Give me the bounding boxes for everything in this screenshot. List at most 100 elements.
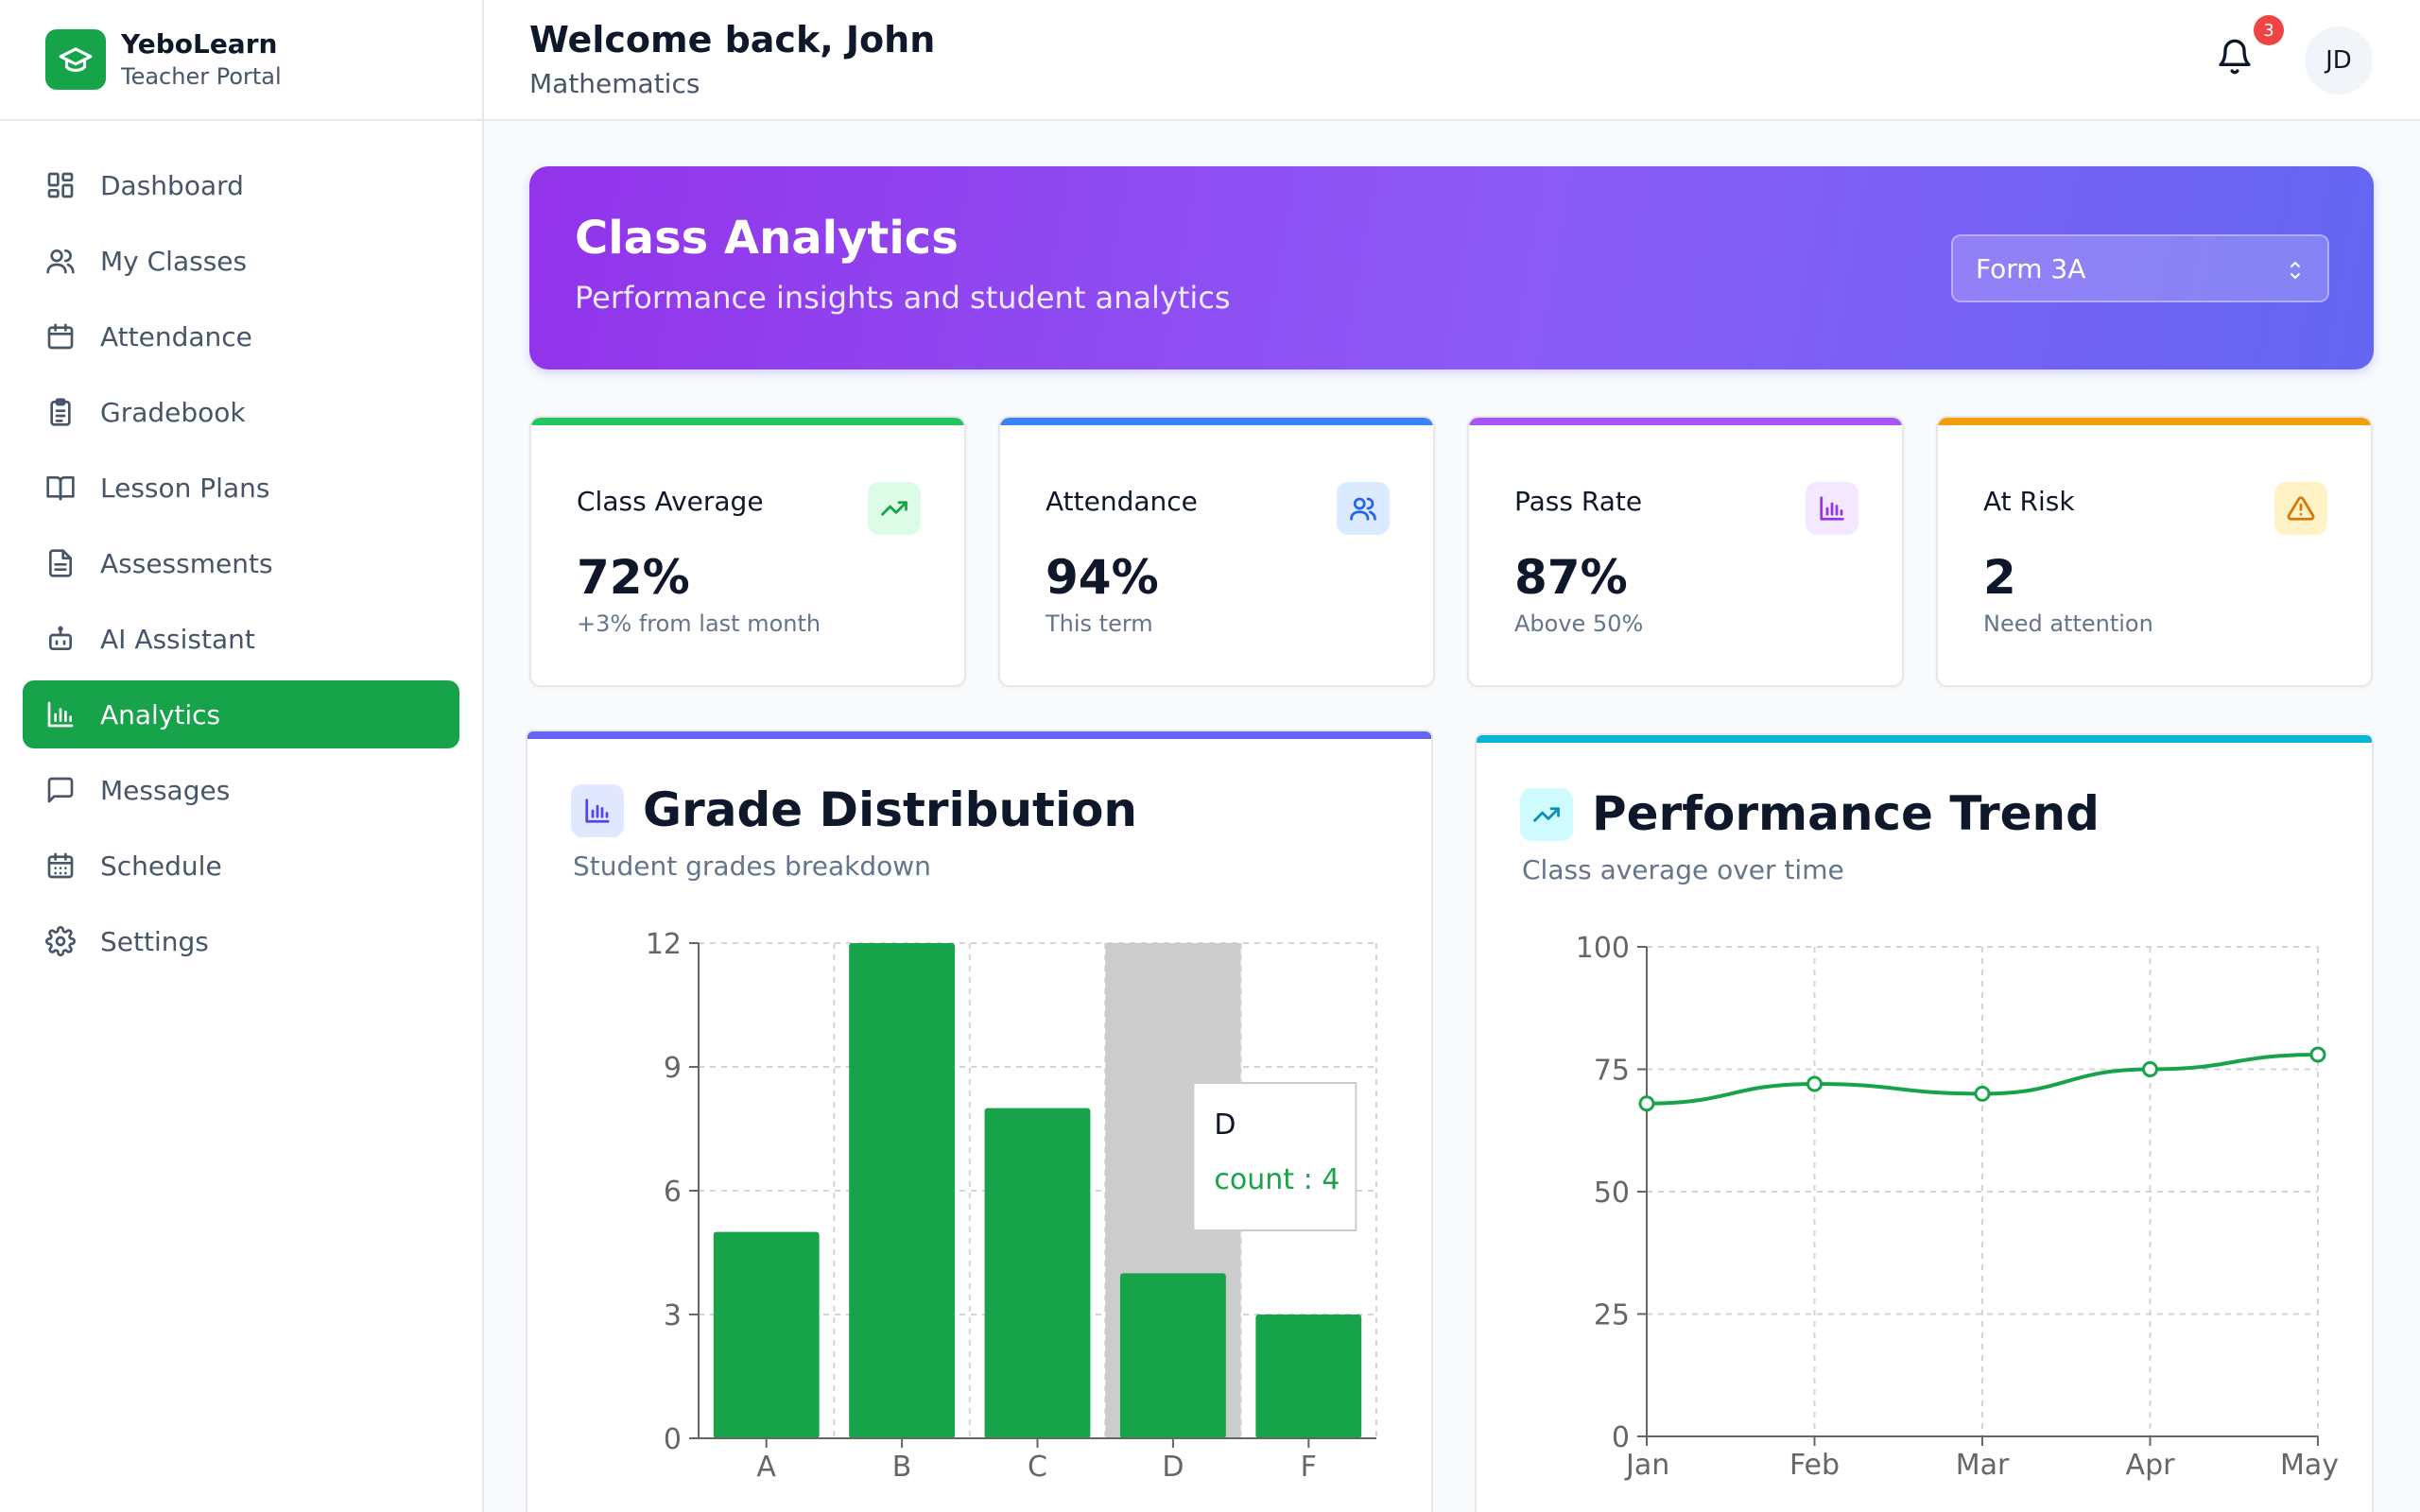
x-tick-label: A bbox=[756, 1451, 776, 1484]
card-accent-bar bbox=[527, 731, 1431, 739]
brand-subtitle: Teacher Portal bbox=[121, 63, 282, 90]
sidebar-item-label: AI Assistant bbox=[100, 623, 255, 655]
page-subtitle: Performance insights and student analyti… bbox=[575, 280, 1231, 316]
bar-chart-icon bbox=[1806, 482, 1858, 535]
calendar-icon bbox=[47, 323, 74, 350]
sidebar-item-my-classes[interactable]: My Classes bbox=[23, 227, 459, 295]
brand[interactable]: YeboLearn Teacher Portal bbox=[0, 0, 482, 121]
gear-icon bbox=[45, 926, 76, 956]
sidebar-item-label: Schedule bbox=[100, 850, 222, 882]
bar-chart-icon bbox=[47, 701, 74, 728]
data-point-May bbox=[2309, 1046, 2326, 1063]
sidebar-item-analytics[interactable]: Analytics bbox=[23, 680, 459, 748]
class-select-value: Form 3A bbox=[1976, 252, 2086, 284]
sidebar-item-attendance[interactable]: Attendance bbox=[23, 302, 459, 370]
sidebar-item-label: My Classes bbox=[100, 245, 248, 277]
tooltip-category: D bbox=[1214, 1108, 1236, 1142]
y-tick-label: 6 bbox=[664, 1176, 682, 1209]
sidebar-nav: Dashboard My Classes Attendance Gradeboo… bbox=[23, 151, 459, 983]
sidebar-item-label: Settings bbox=[100, 925, 209, 957]
y-tick-label: 0 bbox=[1612, 1421, 1630, 1454]
card-accent-bar bbox=[1477, 735, 2372, 743]
bell-icon bbox=[2219, 39, 2251, 75]
graduation-cap-icon bbox=[45, 29, 106, 90]
sidebar-item-label: Analytics bbox=[100, 698, 221, 730]
stat-card-attendance: Attendance 94% This term bbox=[998, 416, 1435, 687]
sidebar-item-label: Lesson Plans bbox=[100, 472, 270, 504]
data-point-Jan bbox=[1638, 1095, 1655, 1112]
stat-value: 72% bbox=[577, 550, 690, 605]
bar-A bbox=[713, 1231, 820, 1438]
class-analytics-banner: Class Analytics Performance insights and… bbox=[529, 166, 2374, 369]
sidebar-item-ai-assistant[interactable]: AI Assistant bbox=[23, 605, 459, 673]
stat-label: Class Average bbox=[577, 486, 764, 517]
sidebar-item-label: Attendance bbox=[100, 320, 252, 352]
x-tick-label: Mar bbox=[1956, 1449, 2010, 1482]
sidebar-item-label: Gradebook bbox=[100, 396, 246, 428]
avatar[interactable]: JD bbox=[2305, 26, 2373, 94]
stat-value: 2 bbox=[1983, 550, 2016, 605]
top-header: Welcome back, John Mathematics 3 JD bbox=[484, 0, 2420, 121]
y-tick-label: 50 bbox=[1594, 1177, 1630, 1210]
x-tick-label: Apr bbox=[2126, 1449, 2176, 1482]
bar-D bbox=[1119, 1273, 1226, 1438]
sidebar-item-gradebook[interactable]: Gradebook bbox=[23, 378, 459, 446]
x-tick-label: May bbox=[2280, 1449, 2339, 1482]
stat-label: Attendance bbox=[1046, 486, 1198, 517]
y-tick-label: 0 bbox=[664, 1423, 682, 1456]
sidebar-item-lesson-plans[interactable]: Lesson Plans bbox=[23, 454, 459, 522]
stat-accent-bar bbox=[531, 418, 964, 425]
stat-card-pass-rate: Pass Rate 87% Above 50% bbox=[1467, 416, 1904, 687]
stat-note: Above 50% bbox=[1514, 610, 1644, 637]
brand-name: YeboLearn bbox=[121, 28, 278, 60]
data-point-Feb bbox=[1806, 1075, 1823, 1092]
stat-label: At Risk bbox=[1983, 486, 2075, 517]
tooltip-value: count : 4 bbox=[1214, 1163, 1340, 1196]
stat-accent-bar bbox=[1000, 418, 1433, 425]
chevron-up-down-icon bbox=[2290, 262, 2300, 279]
sidebar-item-messages[interactable]: Messages bbox=[23, 756, 459, 824]
notification-badge: 3 bbox=[2254, 15, 2284, 45]
stat-value: 87% bbox=[1514, 550, 1628, 605]
class-select[interactable]: Form 3A bbox=[1951, 234, 2329, 302]
sidebar-item-dashboard[interactable]: Dashboard bbox=[23, 151, 459, 219]
warning-icon bbox=[2274, 482, 2327, 535]
x-tick-label: Jan bbox=[1624, 1449, 1669, 1482]
sidebar-item-label: Assessments bbox=[100, 547, 273, 579]
y-tick-label: 75 bbox=[1594, 1055, 1630, 1088]
notifications-button[interactable] bbox=[2216, 38, 2261, 83]
welcome-heading: Welcome back, John bbox=[529, 19, 936, 60]
card-title: Performance Trend bbox=[1592, 786, 2100, 841]
data-point-Apr bbox=[2142, 1061, 2158, 1077]
x-tick-label: C bbox=[1028, 1451, 1047, 1484]
stat-card-class-average: Class Average 72% +3% from last month bbox=[529, 416, 966, 687]
sidebar-item-assessments[interactable]: Assessments bbox=[23, 529, 459, 597]
trending-up-icon bbox=[868, 482, 921, 535]
grade-distribution-card: Grade Distribution Student grades breakd… bbox=[526, 730, 1433, 1512]
sidebar-item-label: Messages bbox=[100, 774, 231, 806]
sidebar-item-schedule[interactable]: Schedule bbox=[23, 832, 459, 900]
stat-accent-bar bbox=[1938, 418, 2371, 425]
bar-chart-icon bbox=[571, 784, 624, 837]
message-icon bbox=[47, 777, 74, 803]
y-tick-label: 12 bbox=[646, 928, 682, 961]
x-tick-label: B bbox=[892, 1451, 912, 1484]
stat-note: This term bbox=[1046, 610, 1153, 637]
stat-value: 94% bbox=[1046, 550, 1159, 605]
users-icon bbox=[46, 249, 75, 274]
card-title: Grade Distribution bbox=[643, 782, 1138, 837]
book-icon bbox=[46, 476, 75, 501]
trending-up-icon bbox=[1520, 788, 1573, 841]
robot-icon bbox=[49, 626, 72, 650]
sidebar-item-settings[interactable]: Settings bbox=[23, 907, 459, 975]
bar-B bbox=[849, 943, 956, 1438]
card-subtitle: Class average over time bbox=[1522, 854, 1844, 885]
y-tick-label: 3 bbox=[664, 1299, 682, 1332]
users-icon bbox=[1337, 482, 1390, 535]
document-icon bbox=[49, 549, 72, 577]
performance-trend-chart: 0 25 50 75 100 Jan Feb Mar Apr May bbox=[1576, 932, 2339, 1482]
page-title: Class Analytics bbox=[575, 212, 959, 265]
stat-note: +3% from last month bbox=[577, 610, 821, 637]
